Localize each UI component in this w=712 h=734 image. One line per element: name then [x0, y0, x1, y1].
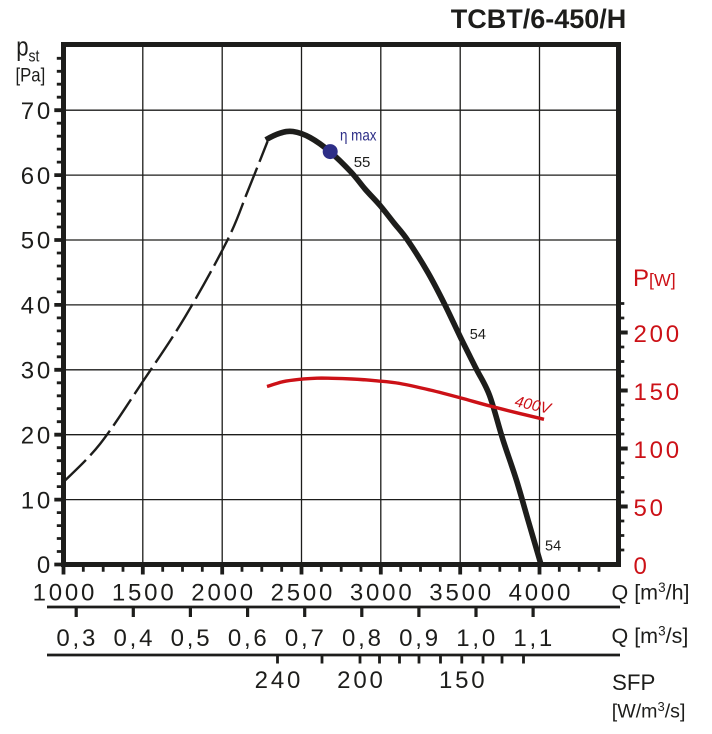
svg-text:4000: 4000	[509, 580, 574, 607]
svg-text:1500: 1500	[112, 580, 177, 607]
svg-text:2000: 2000	[191, 580, 256, 607]
svg-text:0,7: 0,7	[285, 625, 327, 652]
svg-text:50: 50	[634, 495, 666, 522]
svg-text:50: 50	[21, 228, 53, 255]
svg-text:0: 0	[37, 552, 53, 579]
svg-text:1,1: 1,1	[513, 625, 555, 652]
svg-text:60: 60	[21, 163, 53, 190]
svg-text:0,9: 0,9	[399, 625, 441, 652]
svg-text:2500: 2500	[271, 580, 336, 607]
svg-text:54: 54	[545, 539, 561, 555]
svg-text:10: 10	[21, 487, 53, 514]
svg-text:[W/m3/s]: [W/m3/s]	[612, 699, 686, 723]
svg-text:55: 55	[354, 154, 371, 171]
svg-text:0,5: 0,5	[171, 625, 213, 652]
svg-text:150: 150	[439, 667, 487, 694]
svg-text:Q [m3/s]: Q [m3/s]	[612, 624, 689, 649]
svg-text:Q [m3/h]: Q [m3/h]	[612, 580, 690, 605]
svg-text:SFP: SFP	[612, 670, 655, 695]
svg-text:100: 100	[634, 437, 682, 464]
svg-text:0,6: 0,6	[228, 625, 270, 652]
svg-text:30: 30	[21, 358, 53, 385]
svg-text:20: 20	[21, 422, 53, 449]
svg-text:P[W]: P[W]	[633, 265, 676, 292]
svg-text:1,0: 1,0	[456, 625, 498, 652]
svg-text:150: 150	[634, 379, 682, 406]
svg-text:1000: 1000	[33, 580, 98, 607]
svg-text:54: 54	[470, 327, 486, 343]
svg-text:200: 200	[337, 667, 385, 694]
svg-text:70: 70	[21, 98, 53, 125]
svg-text:0: 0	[634, 553, 650, 580]
svg-text:240: 240	[255, 667, 303, 694]
svg-text:200: 200	[634, 321, 682, 348]
svg-text:40: 40	[21, 293, 53, 320]
svg-text:η max: η max	[340, 128, 377, 145]
svg-text:[Pa]: [Pa]	[16, 65, 46, 86]
svg-text:0,4: 0,4	[114, 625, 156, 652]
svg-text:TCBT/6-450/H: TCBT/6-450/H	[451, 4, 627, 34]
svg-text:0,8: 0,8	[342, 625, 384, 652]
svg-text:0,3: 0,3	[56, 625, 98, 652]
svg-text:3000: 3000	[350, 580, 415, 607]
svg-text:3500: 3500	[429, 580, 494, 607]
